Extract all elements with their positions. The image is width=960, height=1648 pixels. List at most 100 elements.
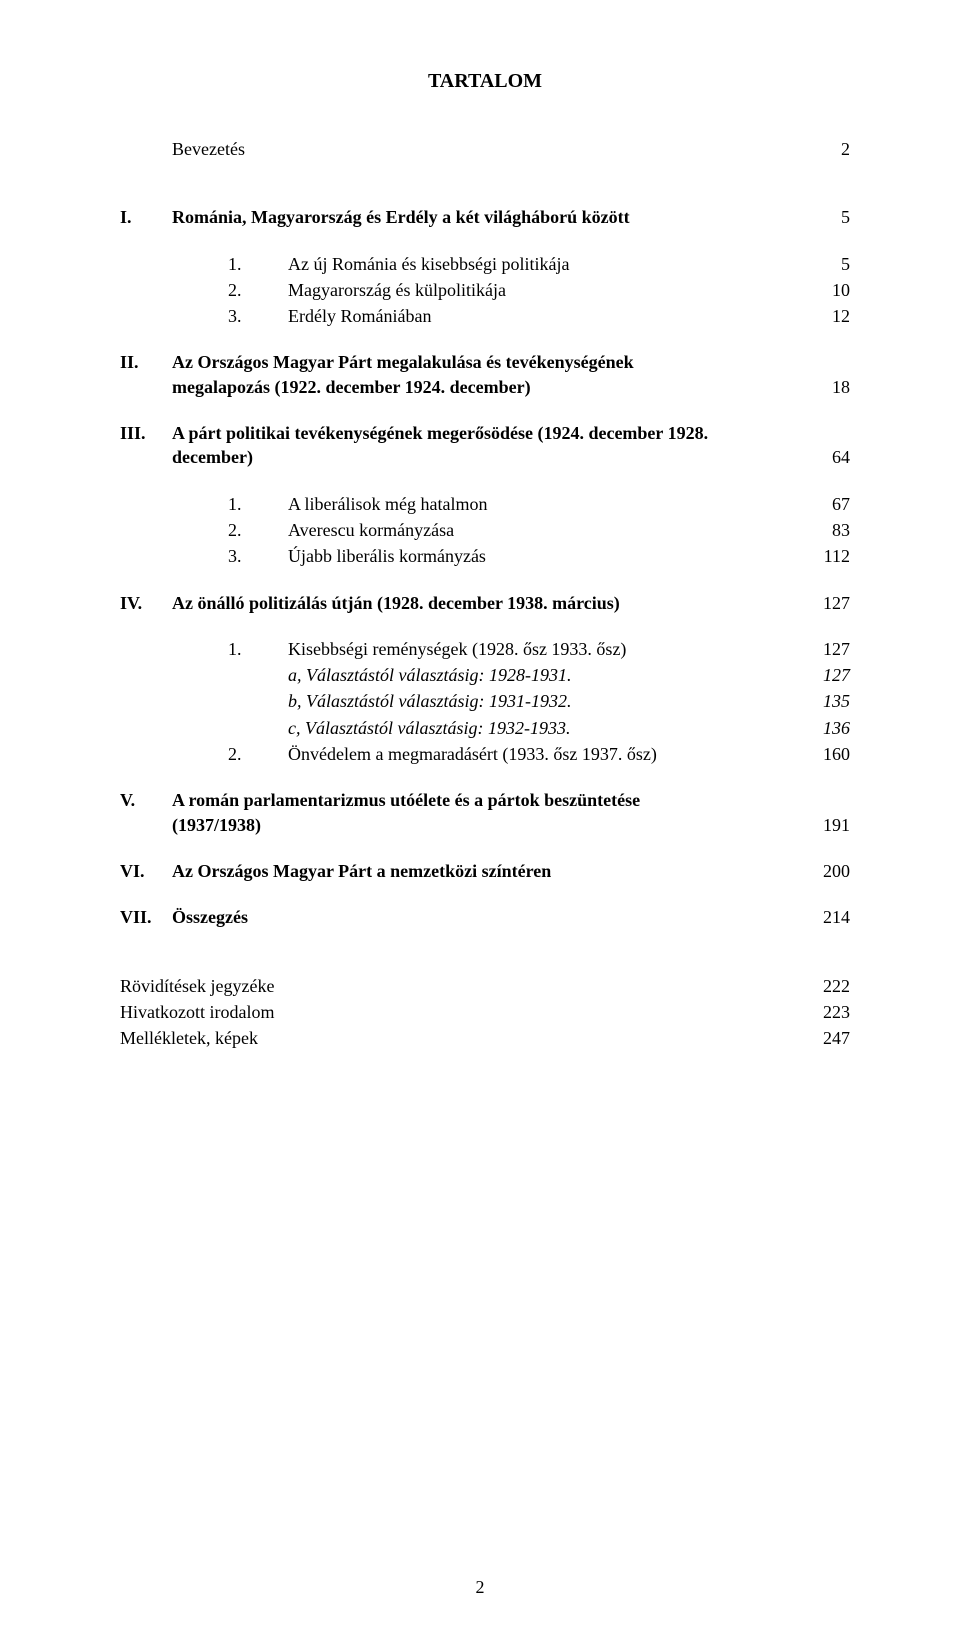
toc-text: c, Választástól választásig: 1932-1933. xyxy=(288,718,571,738)
toc-page: 64 xyxy=(800,445,850,469)
toc-text: Bevezetés xyxy=(172,137,245,161)
toc-row: Bevezetés 2 xyxy=(120,137,850,161)
appendix-page: 223 xyxy=(800,1000,850,1024)
toc-page: 12 xyxy=(800,304,850,328)
appendix-page: 247 xyxy=(800,1026,850,1050)
appendix-row: Hivatkozott irodalom223 xyxy=(120,1000,850,1024)
toc-text: Erdély Romániában xyxy=(288,306,431,326)
toc-row: III.A párt politikai tevékenységének meg… xyxy=(120,421,850,470)
toc-row: c, Választástól választásig: 1932-1933. 1… xyxy=(120,716,850,740)
toc-label: Bevezetés xyxy=(120,137,800,161)
toc-label: 2.Magyarország és külpolitikája xyxy=(228,278,800,302)
appendix-list: Rövidítések jegyzéke222Hivatkozott iroda… xyxy=(120,974,850,1051)
toc-text: A román parlamentarizmus utóélete és a p… xyxy=(172,788,732,837)
toc-row: I.Románia, Magyarország és Erdély a két … xyxy=(120,205,850,229)
toc-page: 135 xyxy=(800,689,850,713)
toc-row: 1.A liberálisok még hatalmon67 xyxy=(120,492,850,516)
roman-numeral: VI. xyxy=(120,859,172,883)
toc-page: 127 xyxy=(800,591,850,615)
toc-label: VII.Összegzés xyxy=(120,905,800,929)
item-number: 2. xyxy=(228,278,288,302)
toc-page: 127 xyxy=(800,637,850,661)
toc-label: 1.Kisebbségi reménységek (1928. ősz 1933… xyxy=(228,637,800,661)
toc-text: Kisebbségi reménységek (1928. ősz 1933. … xyxy=(288,639,626,659)
appendix-row: Mellékletek, képek247 xyxy=(120,1026,850,1050)
doc-title: TARTALOM xyxy=(120,70,850,93)
toc-label: b, Választástól választásig: 1931-1932. xyxy=(288,689,800,713)
toc-label: V.A román parlamentarizmus utóélete és a… xyxy=(120,788,800,837)
toc-text: a, Választástól választásig: 1928-1931. xyxy=(288,665,572,685)
roman-numeral: II. xyxy=(120,350,172,374)
toc-text: Az Országos Magyar Párt megalakulása és … xyxy=(172,350,732,399)
toc-text: Újabb liberális kormányzás xyxy=(288,546,486,566)
toc-row: VI.Az Országos Magyar Párt a nemzetközi … xyxy=(120,859,850,883)
toc-label: 1.A liberálisok még hatalmon xyxy=(228,492,800,516)
toc-label: a, Választástól választásig: 1928-1931. xyxy=(288,663,800,687)
appendix-label: Rövidítések jegyzéke xyxy=(120,974,800,998)
toc-page: 214 xyxy=(800,905,850,929)
appendix-page: 222 xyxy=(800,974,850,998)
item-number: 3. xyxy=(228,304,288,328)
table-of-contents: Bevezetés 2 I.Románia, Magyarország és Erd… xyxy=(120,137,850,930)
toc-page: 136 xyxy=(800,716,850,740)
toc-page: 191 xyxy=(800,813,850,837)
toc-text: Averescu kormányzása xyxy=(288,520,454,540)
toc-row: V.A román parlamentarizmus utóélete és a… xyxy=(120,788,850,837)
toc-label: III.A párt politikai tevékenységének meg… xyxy=(120,421,800,470)
toc-label: 3.Újabb liberális kormányzás xyxy=(228,544,800,568)
toc-label: VI.Az Országos Magyar Párt a nemzetközi … xyxy=(120,859,800,883)
item-number: 1. xyxy=(228,252,288,276)
toc-page: 67 xyxy=(800,492,850,516)
appendix-label: Mellékletek, képek xyxy=(120,1026,800,1050)
toc-row: IV.Az önálló politizálás útján (1928. de… xyxy=(120,591,850,615)
toc-page: 83 xyxy=(800,518,850,542)
toc-row: 3.Újabb liberális kormányzás112 xyxy=(120,544,850,568)
toc-text: Románia, Magyarország és Erdély a két vi… xyxy=(172,205,630,229)
toc-row: VII.Összegzés214 xyxy=(120,905,850,929)
toc-row: 1.Kisebbségi reménységek (1928. ősz 1933… xyxy=(120,637,850,661)
toc-text: Magyarország és külpolitikája xyxy=(288,280,506,300)
toc-row: 3.Erdély Romániában12 xyxy=(120,304,850,328)
toc-label: 2.Averescu kormányzása xyxy=(228,518,800,542)
appendix-row: Rövidítések jegyzéke222 xyxy=(120,974,850,998)
toc-row: 2.Averescu kormányzása83 xyxy=(120,518,850,542)
page-number: 2 xyxy=(0,1577,960,1598)
toc-row: 1.Az új Románia és kisebbségi politikája… xyxy=(120,252,850,276)
roman-numeral: VII. xyxy=(120,905,172,929)
toc-row: 2.Önvédelem a megmaradásért (1933. ősz 1… xyxy=(120,742,850,766)
toc-page: 2 xyxy=(800,137,850,161)
toc-page: 200 xyxy=(800,859,850,883)
item-number: 1. xyxy=(228,637,288,661)
toc-page: 127 xyxy=(800,663,850,687)
toc-page: 5 xyxy=(800,252,850,276)
roman-numeral: IV. xyxy=(120,591,172,615)
item-number: 3. xyxy=(228,544,288,568)
roman-numeral: I. xyxy=(120,205,172,229)
toc-label: I.Románia, Magyarország és Erdély a két … xyxy=(120,205,800,229)
toc-page: 10 xyxy=(800,278,850,302)
toc-text: Az Országos Magyar Párt a nemzetközi szí… xyxy=(172,859,551,883)
toc-label: c, Választástól választásig: 1932-1933. xyxy=(288,716,800,740)
toc-text: Összegzés xyxy=(172,905,248,929)
toc-text: A párt politikai tevékenységének megerős… xyxy=(172,421,732,470)
toc-page: 18 xyxy=(800,375,850,399)
toc-row: b, Választástól választásig: 1931-1932. 1… xyxy=(120,689,850,713)
toc-text: Az új Románia és kisebbségi politikája xyxy=(288,254,569,274)
item-number: 2. xyxy=(228,742,288,766)
toc-page: 5 xyxy=(800,205,850,229)
appendix-label: Hivatkozott irodalom xyxy=(120,1000,800,1024)
item-number: 1. xyxy=(228,492,288,516)
toc-text: Önvédelem a megmaradásért (1933. ősz 193… xyxy=(288,744,657,764)
toc-text: Az önálló politizálás útján (1928. decem… xyxy=(172,591,620,615)
toc-row: 2.Magyarország és külpolitikája10 xyxy=(120,278,850,302)
toc-label: II.Az Országos Magyar Párt megalakulása … xyxy=(120,350,800,399)
roman-numeral: V. xyxy=(120,788,172,812)
toc-label: 3.Erdély Romániában xyxy=(228,304,800,328)
toc-label: IV.Az önálló politizálás útján (1928. de… xyxy=(120,591,800,615)
toc-row: II.Az Országos Magyar Párt megalakulása … xyxy=(120,350,850,399)
toc-page: 112 xyxy=(800,544,850,568)
toc-row: a, Választástól választásig: 1928-1931. 1… xyxy=(120,663,850,687)
item-number: 2. xyxy=(228,518,288,542)
toc-page: 160 xyxy=(800,742,850,766)
toc-text: b, Választástól választásig: 1931-1932. xyxy=(288,691,572,711)
